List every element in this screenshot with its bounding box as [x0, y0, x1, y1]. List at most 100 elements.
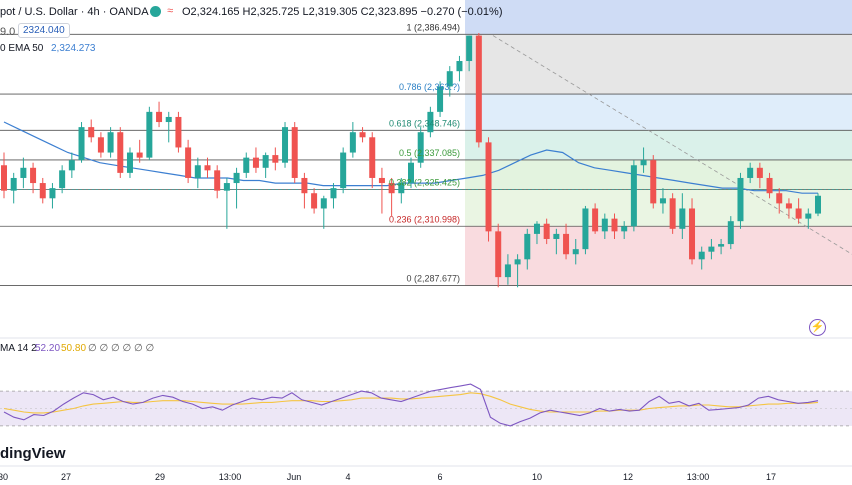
candle-body	[456, 61, 463, 72]
candle-body	[59, 170, 66, 189]
fib-label: 0.236 (2,310.998)	[389, 214, 460, 224]
candle-body	[718, 244, 725, 247]
tradingview-logo: dingView	[0, 445, 66, 462]
candle-body	[136, 152, 143, 158]
candle-body	[97, 137, 104, 153]
candle-body	[243, 157, 250, 173]
candle-body	[291, 127, 298, 178]
candle-body	[107, 132, 114, 153]
candle-body	[766, 177, 773, 194]
candle-body	[524, 233, 531, 260]
candle-body	[204, 165, 211, 171]
fib-band	[465, 34, 852, 95]
ema-value: 2,324.273	[51, 43, 96, 54]
fib-label: 0 (2,287.677)	[406, 274, 460, 284]
candle-body	[815, 195, 821, 214]
candle-body	[427, 111, 434, 133]
fib-label: 1 (2,386.494)	[406, 22, 460, 32]
candle-body	[495, 231, 502, 278]
rsi-ma-line	[3, 392, 819, 414]
candle-body	[194, 165, 201, 178]
candle-body	[320, 198, 327, 209]
candle-body	[805, 213, 812, 219]
candle-body	[1, 165, 7, 191]
x-tick-label: Jun	[287, 472, 302, 482]
candle-body	[68, 160, 75, 171]
x-tick-label: 17	[766, 472, 776, 482]
candle-body	[349, 132, 356, 153]
candle-body	[708, 246, 715, 252]
candle-body	[466, 35, 473, 62]
candle-body	[223, 183, 230, 191]
x-tick-label: 13:00	[687, 472, 710, 482]
candle-body	[563, 233, 570, 255]
fib-band	[465, 159, 852, 190]
candle-body	[369, 137, 376, 178]
candle-body	[592, 208, 599, 232]
x-tick-label: 12	[623, 472, 633, 482]
indicator-toggles[interactable]: ≈	[150, 5, 173, 17]
fib-band	[465, 189, 852, 227]
candle-body	[398, 183, 405, 194]
candle-body	[437, 86, 444, 112]
rsi-line	[3, 383, 819, 427]
candle-body	[262, 155, 269, 168]
ema-label: 0 EMA 50	[0, 43, 44, 54]
candle-body	[611, 218, 618, 232]
candle-body	[78, 127, 85, 161]
trend-line	[492, 35, 852, 255]
candle-body	[39, 183, 46, 199]
candle-body	[272, 155, 279, 163]
lightning-icon[interactable]: ⚡	[809, 319, 826, 336]
fibonacci-retracement[interactable]	[0, 0, 852, 286]
eye-icon[interactable]	[150, 5, 161, 17]
candle-body	[233, 172, 240, 184]
fibonacci-labels: 1 (2,386.494) 0.786 (2,363.?) 0.618 (2,348…	[389, 22, 460, 283]
candle-body	[49, 188, 56, 199]
candle-body	[126, 152, 133, 173]
candle-body	[117, 132, 124, 173]
candle-body	[446, 71, 453, 87]
candle-body	[88, 127, 95, 138]
candle-body	[504, 264, 511, 278]
candle-body	[630, 165, 637, 227]
candle-body	[785, 203, 792, 209]
candle-body	[601, 218, 608, 232]
candle-body	[156, 111, 163, 123]
candle-body	[514, 259, 521, 265]
candles	[1, 33, 821, 288]
time-axis: 30 27 29 13:00 Jun 4 6 10 12 13:00 17	[0, 465, 852, 482]
candle-body	[301, 177, 308, 194]
candle-body	[185, 147, 192, 178]
rsi-value: 52.20	[35, 343, 61, 354]
candle-body	[20, 167, 27, 178]
fib-label: 0.382 (2,325.425)	[389, 178, 460, 188]
left-value: 9.0	[0, 26, 16, 38]
candle-body	[408, 162, 414, 184]
candle-body	[311, 193, 318, 209]
candle-body	[282, 127, 289, 163]
x-tick-label: 10	[532, 472, 542, 482]
fib-band	[465, 130, 852, 160]
candle-body	[650, 160, 657, 204]
x-tick-label: 30	[0, 472, 8, 482]
candle-body	[146, 111, 153, 158]
candle-body	[698, 251, 705, 260]
wave-icon[interactable]: ≈	[167, 5, 174, 17]
price-badge: 2324.040	[18, 23, 70, 38]
candle-body	[485, 142, 492, 232]
rsi-trailing: ∅ ∅ ∅ ∅ ∅ ∅	[88, 343, 155, 354]
candle-body	[727, 221, 734, 245]
rsi-panel[interactable]	[0, 383, 852, 427]
fib-label: 0.5 (2,337.085)	[399, 148, 460, 158]
ohlc-readout: O2,324.165 H2,325.725 L2,319.305 C2,323.…	[182, 6, 503, 18]
candle-body	[533, 223, 540, 234]
symbol-title: pot / U.S. Dollar · 4h · OANDA	[0, 6, 149, 18]
fib-label: 0.786 (2,363.?)	[399, 82, 460, 92]
candle-body	[747, 167, 754, 178]
candle-body	[10, 177, 17, 191]
candle-body	[340, 152, 347, 189]
candle-body	[621, 226, 628, 232]
candle-body	[30, 167, 37, 184]
